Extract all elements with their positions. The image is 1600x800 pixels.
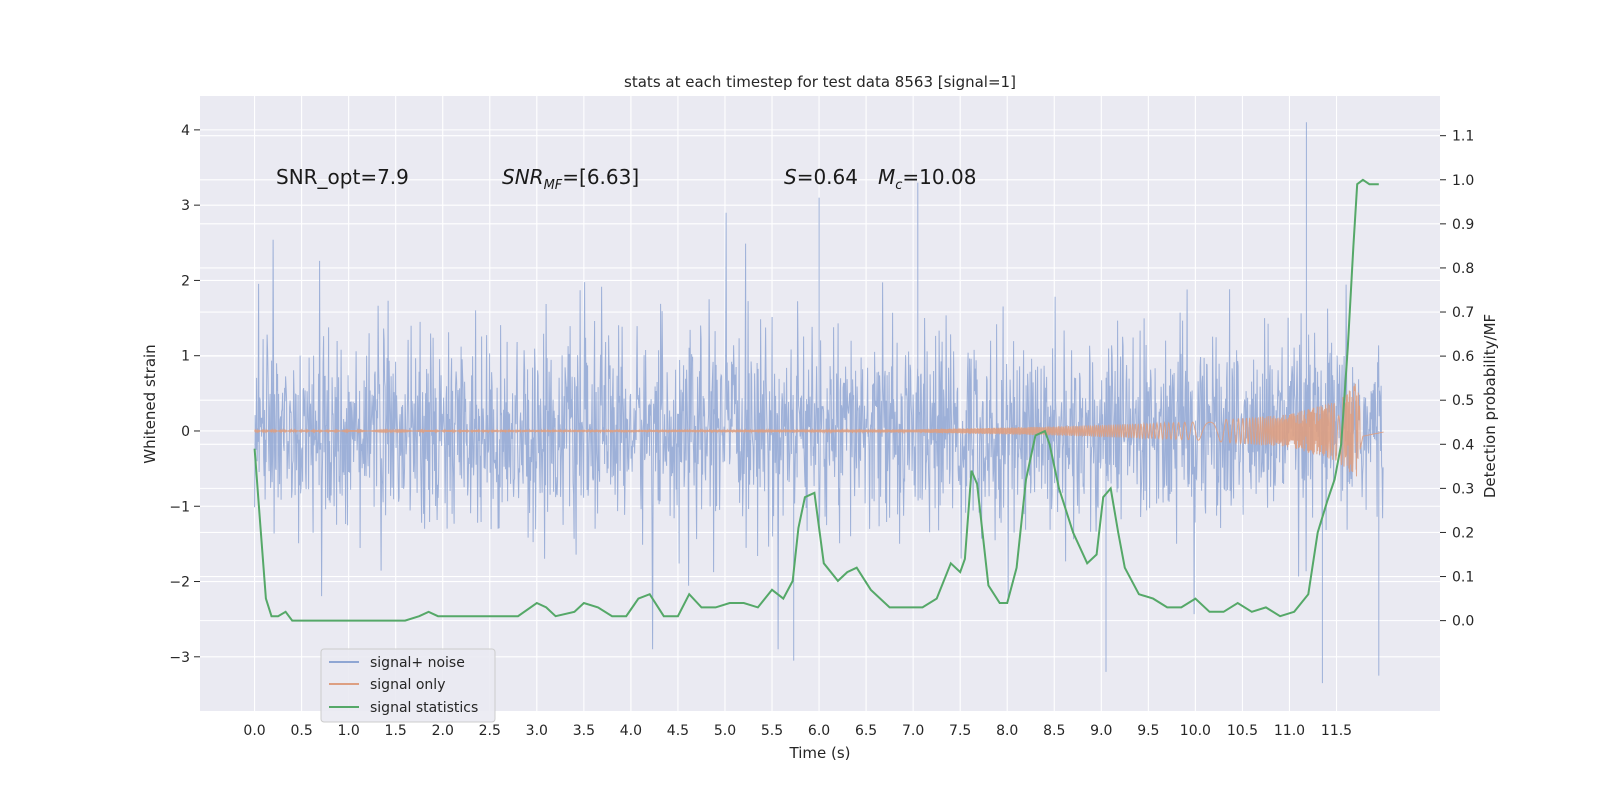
annotation-snr-mf-value: =[6.63] [562, 165, 639, 189]
x-tick-label: 3.5 [573, 723, 595, 739]
series-signal-only-line [254, 383, 1384, 477]
x-tick-label: 5.0 [714, 723, 736, 739]
y-left-tick-label: −1 [169, 499, 190, 515]
right-y-axis-title: Detection probability/MF [1481, 314, 1499, 498]
y-left-tick-label: −2 [169, 575, 190, 591]
x-axis-ticks: 0.0 0.5 1.0 1.5 2.0 2.5 3.0 3.5 4.0 4.5 5.0 5.5 6.0 6… [243, 723, 1352, 739]
x-tick-label: 5.5 [761, 723, 783, 739]
x-tick-label: 6.0 [808, 723, 830, 739]
y-right-tick-label: 0.3 [1452, 481, 1474, 497]
right-y-axis-ticks: 0.0 0.1 0.2 0.3 0.4 0.5 0.6 0.7 0.8 0.9 1.0 1.1 [1440, 129, 1474, 630]
y-right-tick-label: 0.2 [1452, 525, 1474, 541]
x-tick-label: 0.5 [290, 723, 312, 739]
y-left-tick-label: 4 [181, 123, 190, 139]
x-tick-label: 2.0 [432, 723, 454, 739]
legend-box [320, 648, 496, 723]
x-tick-label: 1.0 [338, 723, 360, 739]
x-tick-label: 8.5 [1043, 723, 1065, 739]
annotation-mc: Mc=10.08 [878, 165, 976, 193]
legend: signal+ noise signal only signal statist… [320, 648, 496, 723]
y-left-tick-label: 0 [181, 424, 190, 440]
x-tick-label: 0.0 [243, 723, 265, 739]
y-right-tick-label: 0.0 [1452, 614, 1474, 630]
series-signal-noise [254, 122, 1384, 684]
annotation-snr-mf: SNRMF=[6.63] [502, 165, 639, 193]
x-tick-label: 2.5 [479, 723, 501, 739]
x-tick-label: 10.5 [1227, 723, 1258, 739]
x-tick-label: 9.5 [1137, 723, 1159, 739]
y-right-tick-label: 0.4 [1452, 437, 1474, 453]
chart-title: stats at each timestep for test data 856… [624, 73, 1016, 91]
y-right-tick-label: 0.5 [1452, 393, 1474, 409]
series-signal-only [254, 383, 1384, 477]
x-tick-label: 11.0 [1274, 723, 1305, 739]
left-y-axis-ticks: −3 −2 −1 0 1 2 3 4 [169, 123, 200, 666]
y-right-tick-label: 0.7 [1452, 305, 1474, 321]
y-left-tick-label: 2 [181, 273, 190, 289]
y-left-tick-label: 1 [181, 349, 190, 365]
annotation-mc-value: =10.08 [902, 165, 976, 189]
x-tick-label: 7.5 [949, 723, 971, 739]
x-tick-label: 10.0 [1180, 723, 1211, 739]
y-right-tick-label: 1.1 [1452, 129, 1474, 145]
annotation-s-label: S [784, 165, 797, 189]
x-tick-label: 3.0 [526, 723, 548, 739]
x-tick-label: 6.5 [855, 723, 877, 739]
legend-label-signal-only: signal only [370, 677, 445, 693]
annotation-snr-mf-sub: MF [544, 178, 563, 193]
x-tick-label: 7.0 [902, 723, 924, 739]
series-signal-statistics [253, 178, 1379, 622]
y-right-tick-label: 1.0 [1452, 173, 1474, 189]
legend-label-signal-statistics: signal statistics [370, 700, 478, 716]
annotation-mc-sub: c [895, 178, 902, 193]
left-y-axis-title: Whitened strain [141, 344, 159, 463]
series-signal-statistics-line [253, 178, 1379, 622]
x-tick-label: 4.5 [667, 723, 689, 739]
x-axis-title: Time (s) [789, 744, 851, 762]
x-tick-label: 4.0 [620, 723, 642, 739]
y-right-tick-label: 0.9 [1452, 217, 1474, 233]
annotation-s: S=0.64 [784, 165, 858, 189]
annotation-mc-label: M [878, 165, 895, 189]
y-right-tick-label: 0.1 [1452, 570, 1474, 586]
series-signal-noise-line [254, 122, 1384, 684]
x-tick-label: 11.5 [1321, 723, 1352, 739]
x-tick-label: 8.0 [996, 723, 1018, 739]
y-right-tick-label: 0.6 [1452, 349, 1474, 365]
x-tick-label: 9.0 [1090, 723, 1112, 739]
y-right-tick-label: 0.8 [1452, 261, 1474, 277]
annotation-snr-mf-main: SNR [502, 165, 544, 189]
y-left-tick-label: 3 [181, 198, 190, 214]
annotation-s-value: =0.64 [797, 165, 858, 189]
legend-label-signal-noise: signal+ noise [370, 655, 465, 671]
x-tick-label: 1.5 [385, 723, 407, 739]
y-left-tick-label: −3 [169, 650, 190, 666]
annotation-snr-opt: SNR_opt=7.9 [276, 165, 409, 189]
